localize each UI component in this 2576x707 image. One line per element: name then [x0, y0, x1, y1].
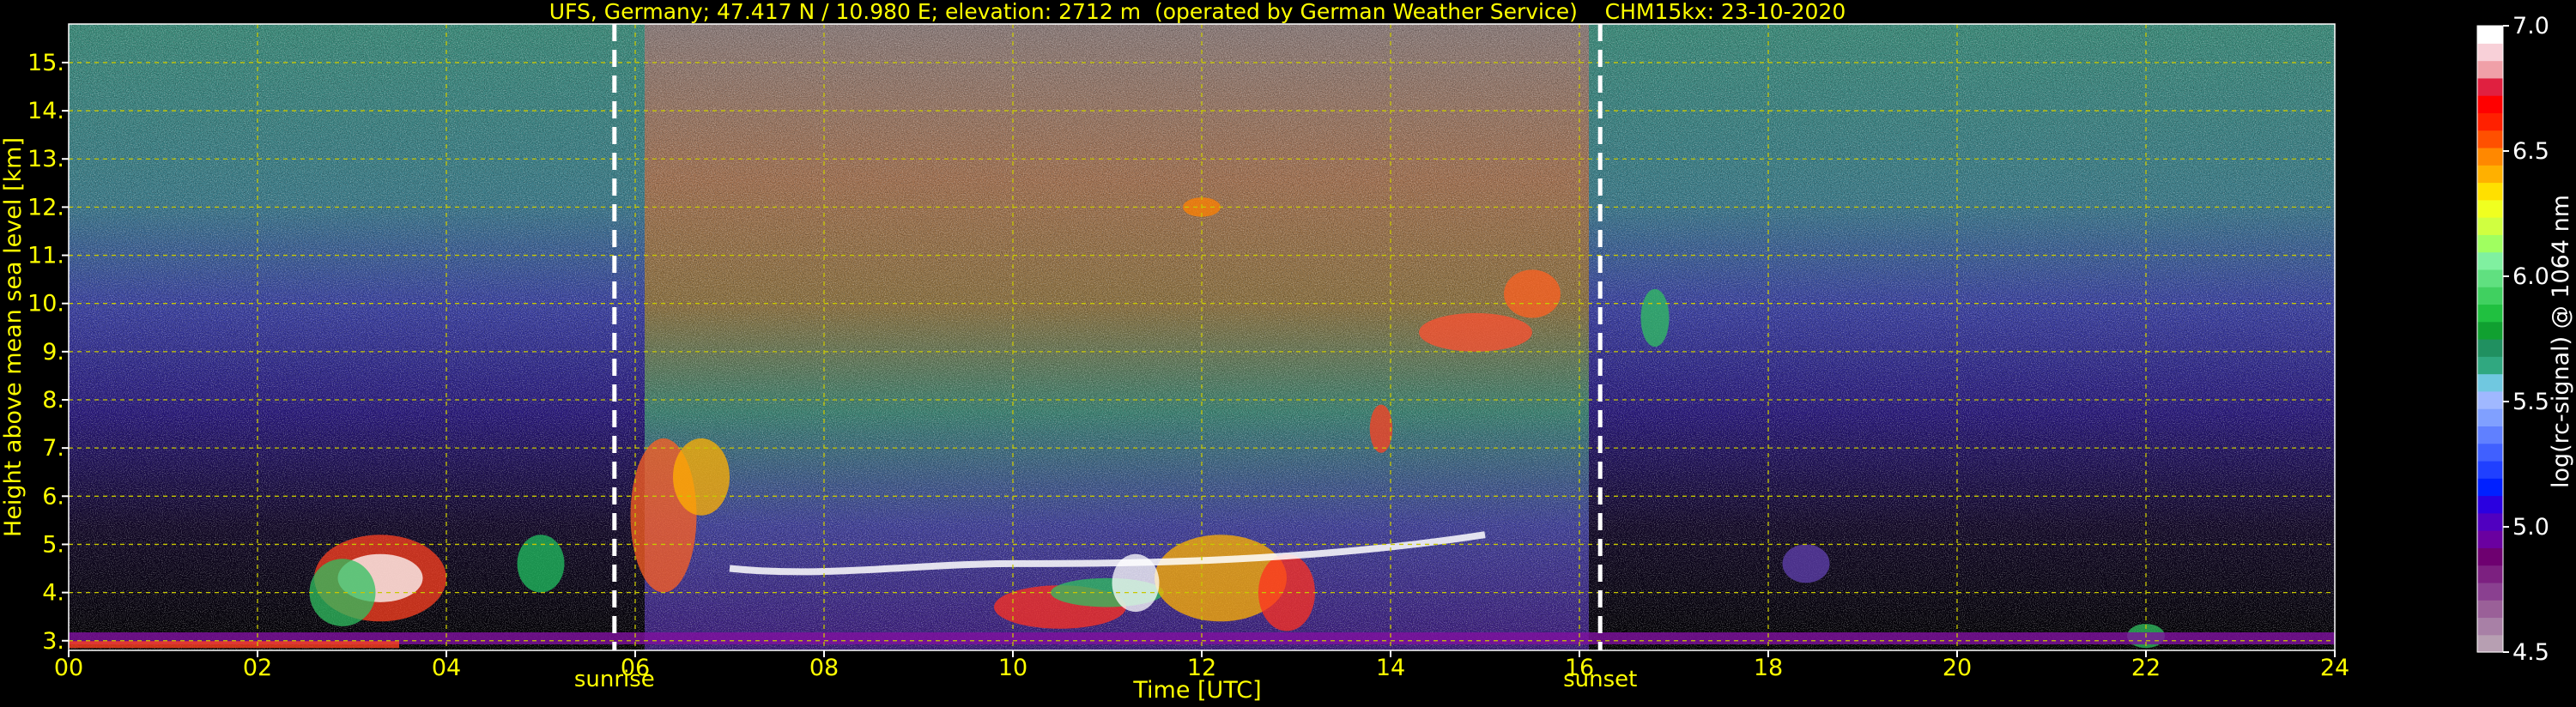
aerosol-layer-12 — [1419, 312, 1532, 352]
colorbar-swatch — [2477, 165, 2503, 184]
colorbar-swatch — [2477, 304, 2503, 323]
y-tick-label: 12. — [27, 194, 64, 221]
y-tick-label: 8. — [42, 387, 64, 414]
x-tick-label: 18 — [1754, 655, 1783, 681]
x-tick-label: 16 — [1565, 655, 1594, 681]
y-tick-label: 4. — [42, 580, 64, 607]
x-axis-label: Time [UTC] — [1132, 677, 1261, 704]
colorbar-tick-label: 7.0 — [2512, 13, 2549, 39]
colorbar-swatch — [2477, 234, 2503, 253]
colorbar-swatch — [2477, 530, 2503, 548]
x-tick-label: 06 — [621, 655, 650, 681]
aerosol-layer-17 — [1782, 544, 1830, 583]
colorbar-tick-label: 4.5 — [2512, 639, 2549, 666]
colorbar-swatch — [2477, 112, 2503, 131]
colorbar-swatch — [2477, 582, 2503, 601]
colorbar-swatch — [2477, 634, 2503, 653]
colorbar-swatch — [2477, 443, 2503, 462]
aerosol-layer-13 — [1504, 269, 1561, 318]
y-tick-label: 3. — [42, 628, 64, 655]
colorbar-swatch — [2477, 390, 2503, 409]
colorbar-frame — [2476, 25, 2504, 653]
colorbar-tick-label: 6.5 — [2512, 138, 2549, 165]
colorbar-swatch — [2477, 217, 2503, 235]
colorbar-swatch — [2477, 356, 2503, 375]
colorbar-swatch — [2477, 339, 2503, 357]
marker-label-sunset: sunset — [1563, 667, 1637, 692]
colorbar-swatch — [2477, 600, 2503, 619]
y-tick-label: 5. — [42, 531, 64, 558]
x-tick-label: 22 — [2131, 655, 2161, 681]
colorbar-swatch — [2477, 408, 2503, 426]
colorbar-swatch — [2477, 251, 2503, 270]
y-tick-label: 11. — [27, 243, 64, 269]
y-tick-label: 6. — [42, 483, 64, 510]
y-tick-label: 14. — [27, 98, 64, 124]
colorbar-swatch — [2477, 199, 2503, 218]
y-tick-label: 10. — [27, 291, 64, 317]
colorbar-swatch — [2477, 460, 2503, 479]
colorbar-ticks: 4.5 5.0 5.5 6.0 6.5 7.0 — [2503, 13, 2549, 666]
colorbar-swatch — [2477, 77, 2503, 96]
colorbar-swatch — [2477, 565, 2503, 583]
x-tick-label: 10 — [998, 655, 1027, 681]
aerosol-layer-10 — [1112, 553, 1160, 613]
colorbar-swatch — [2477, 426, 2503, 444]
colorbar-swatch — [2477, 147, 2503, 166]
y-axis-label: Height above mean sea level [km] — [0, 137, 27, 537]
x-tick-label: 20 — [1943, 655, 1972, 681]
colorbar-tick-label: 5.5 — [2512, 389, 2549, 415]
colorbar-swatch — [2477, 182, 2503, 201]
colorbar-swatch — [2477, 373, 2503, 392]
sun-markers: sunrise sunset — [574, 24, 1637, 692]
x-tick-label: 00 — [54, 655, 83, 681]
colorbar-swatch — [2477, 287, 2503, 305]
x-tick-label: 02 — [243, 655, 272, 681]
colorbar-swatch — [2477, 547, 2503, 566]
colorbar-swatch — [2477, 617, 2503, 636]
aerosol-layer-3 — [517, 535, 565, 593]
colorbar-swatch — [2477, 512, 2503, 531]
aerosol-layer-5 — [673, 438, 730, 516]
aerosol-layer-2 — [309, 559, 376, 626]
y-tick-label: 9. — [42, 339, 64, 366]
aerosol-layer-11 — [1369, 404, 1393, 453]
aerosol-layer-9 — [1258, 553, 1315, 631]
colorbar-tick-label: 6.0 — [2512, 263, 2549, 290]
y-axis: 3. 4. 5. 6. 7. 8. 9. 10. 11. 12. 13. 14. 15. — [27, 50, 69, 655]
chart-title: UFS, Germany; 47.417 N / 10.980 E; eleva… — [549, 0, 1846, 24]
x-axis: 00 02 04 06 08 10 12 14 16 18 20 22 24 — [54, 650, 2349, 681]
grid — [68, 23, 2336, 651]
colorbar-swatch — [2477, 26, 2503, 44]
x-tick-label: 08 — [809, 655, 839, 681]
x-tick-label: 24 — [2320, 655, 2349, 681]
colorbar-swatch — [2477, 60, 2503, 79]
x-tick-label: 14 — [1376, 655, 1405, 681]
colorbar — [2476, 25, 2504, 653]
colorbar-tick-label: 5.0 — [2512, 514, 2549, 541]
colorbar-swatch — [2477, 478, 2503, 497]
colorbar-swatch — [2477, 130, 2503, 148]
colorbar-swatch — [2477, 43, 2503, 62]
y-tick-label: 15. — [27, 50, 64, 76]
colorbar-swatch — [2477, 495, 2503, 514]
colorbar-swatch — [2477, 95, 2503, 113]
cloud-base-layer — [729, 531, 1486, 576]
colorbar-swatch — [2477, 321, 2503, 340]
x-tick-label: 04 — [432, 655, 461, 681]
aerosol-layer-14 — [1640, 288, 1670, 347]
y-tick-label: 13. — [27, 146, 64, 172]
colorbar-swatch — [2477, 269, 2503, 287]
x-tick-label: 12 — [1187, 655, 1216, 681]
y-tick-label: 7. — [42, 435, 64, 462]
colorbar-label: log(rc-signal) @ 1064 nm — [2548, 195, 2574, 488]
marker-label-sunrise: sunrise — [574, 667, 655, 692]
